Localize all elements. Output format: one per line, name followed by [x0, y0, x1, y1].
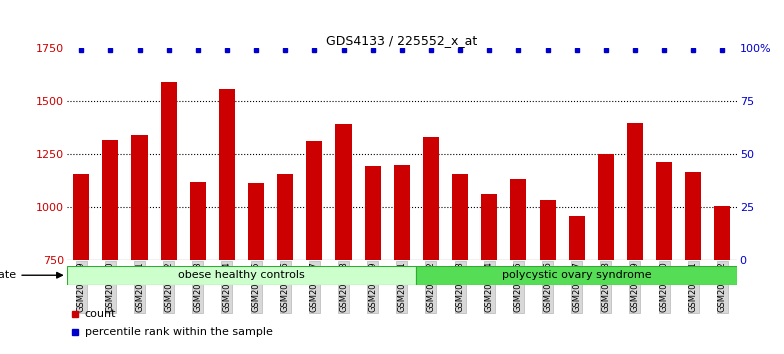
- Bar: [568, 216, 585, 260]
- Bar: [278, 174, 293, 260]
- Bar: [248, 183, 264, 260]
- Bar: [307, 141, 322, 260]
- Bar: [656, 162, 672, 260]
- Bar: [219, 89, 235, 260]
- Bar: [394, 165, 410, 260]
- Text: polycystic ovary syndrome: polycystic ovary syndrome: [502, 270, 652, 280]
- Bar: [452, 174, 468, 260]
- Bar: [685, 172, 701, 260]
- Bar: [103, 140, 118, 260]
- Text: count: count: [85, 309, 116, 319]
- Bar: [416, 266, 737, 285]
- Bar: [481, 194, 497, 260]
- Title: GDS4133 / 225552_x_at: GDS4133 / 225552_x_at: [326, 34, 477, 47]
- Bar: [510, 179, 526, 260]
- Text: obese healthy controls: obese healthy controls: [178, 270, 305, 280]
- Bar: [67, 266, 416, 285]
- Bar: [714, 206, 731, 260]
- Bar: [132, 135, 147, 260]
- Bar: [190, 182, 206, 260]
- Bar: [365, 166, 381, 260]
- Bar: [539, 200, 556, 260]
- Bar: [336, 124, 351, 260]
- Bar: [423, 137, 439, 260]
- Bar: [597, 154, 614, 260]
- Text: percentile rank within the sample: percentile rank within the sample: [85, 327, 272, 337]
- Bar: [161, 82, 176, 260]
- Text: disease state: disease state: [0, 270, 62, 280]
- Bar: [73, 174, 89, 260]
- Bar: [627, 123, 643, 260]
